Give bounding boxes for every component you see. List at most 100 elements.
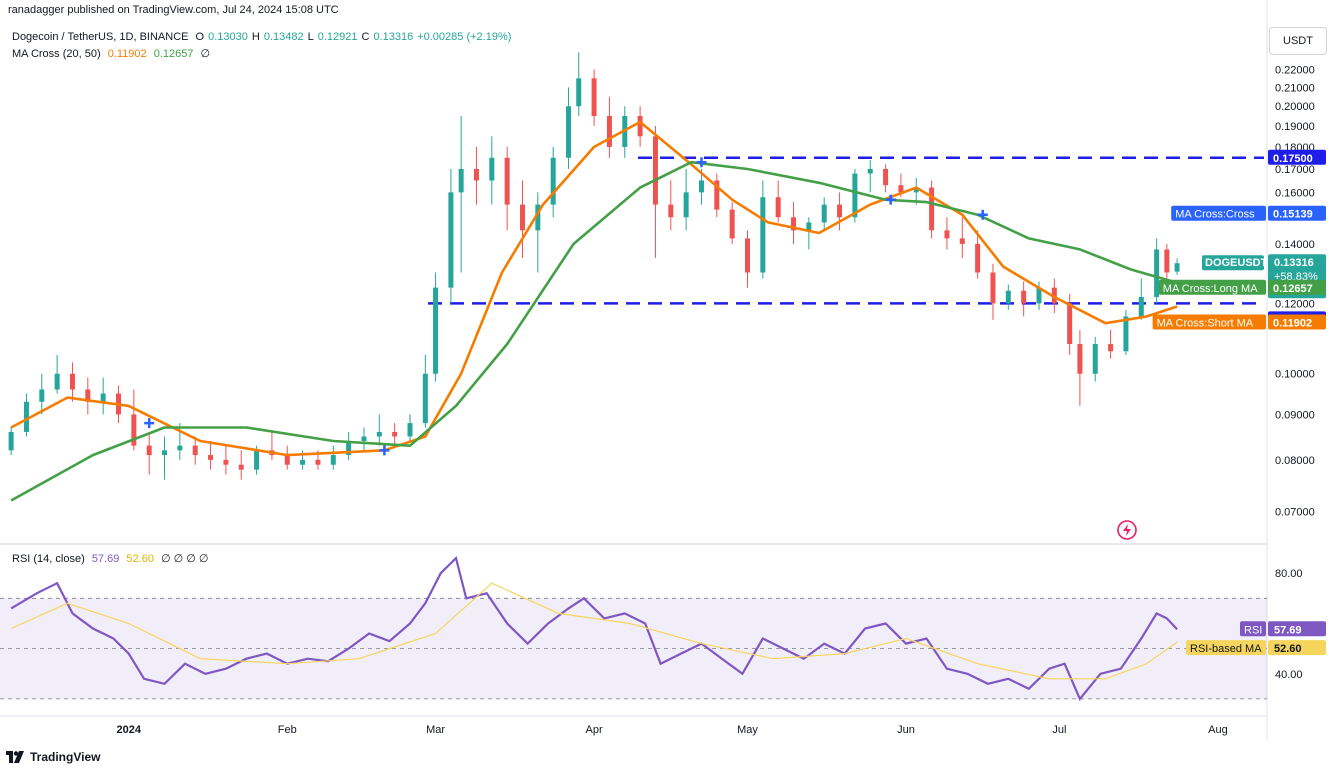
price-tag-text: 0.17500 [1273,153,1313,165]
ma-cross-name: MA Cross (20, 50) [12,48,101,60]
price-tick-label: 0.14000 [1275,239,1315,251]
candle-body [330,455,336,465]
candle-body [376,431,382,437]
rsi-name-tag-text: RSI-based MA [1190,643,1262,655]
price-tick-label: 0.09000 [1275,409,1315,421]
time-tick-label: Apr [586,724,603,736]
time-axis-ticks: 2024 Feb Mar Apr May Jun Jul Aug [116,724,1227,736]
candle-body [990,272,996,304]
candle-body [100,393,106,402]
price-tag [1268,311,1326,327]
candle-body [448,192,454,288]
price-tag [1268,279,1326,295]
symbol-legend: Dogecoin / TetherUS, 1D, BINANCE O 0.1303… [12,31,519,43]
candles [8,52,1180,480]
candle-body [346,441,352,456]
candle-body [458,168,464,193]
candle-body [116,393,122,415]
candle-body [683,192,689,218]
cross-markers [144,157,988,456]
candle-body [622,116,628,147]
candle-body [637,116,643,137]
rsi-name: RSI (14, close) [12,553,85,565]
price-tick-label: 0.07000 [1275,506,1315,518]
rsi-ma-line [10,582,1178,680]
candle-body [867,168,873,174]
price-name-tag-text: MA Cross:Cross [1175,209,1255,221]
long-ma-line [10,160,1178,502]
candle-body [1154,249,1160,298]
last-price-tag [1268,254,1326,299]
candle-body [760,197,766,273]
candle-body [929,187,935,231]
candle-body [975,243,981,273]
time-tick-label: Jun [897,724,915,736]
candle-body [315,459,321,465]
price-tick-label: 0.16000 [1275,187,1315,199]
candle-body [223,459,229,465]
price-axis-ticks: 0.22000 0.21000 0.20000 0.19000 0.18000 0.170… [1275,64,1315,680]
cross-marker [885,194,896,205]
price-tag-text: 0.15139 [1273,209,1313,221]
rsi-lines [10,555,1178,701]
cross-marker [977,209,988,220]
candle-body [85,389,91,402]
last-price-countdown: 08:51:53 [1274,285,1317,297]
candle-body [791,217,797,231]
cross-marker [379,445,390,456]
candle-body [1077,344,1083,374]
currency-button[interactable]: USDT [1269,27,1327,55]
rsi-extra: ∅ ∅ ∅ ∅ [161,553,209,565]
candle-body [269,450,275,456]
price-tick-label: 0.19000 [1275,121,1315,133]
candle-body [131,414,137,446]
candle-body [1092,344,1098,374]
candle-body [8,431,14,451]
rsi-band [0,597,1267,700]
rsi-tick-label: 80.00 [1275,568,1303,580]
rsi-tag [1268,640,1326,656]
ma-long-value: 0.12657 [153,48,194,60]
tradingview-brand: TradingView [30,750,101,764]
candle-body [433,287,439,374]
rsi-name-tag-text: RSI [1244,624,1262,636]
candle-body [898,185,904,193]
price-name-tag [1171,205,1266,221]
rsi-legend[interactable]: RSI (14, close) 57.69 52.60 ∅ ∅ ∅ ∅ [12,552,213,565]
candle-body [254,450,260,470]
candle-body [69,373,75,390]
flash-icon[interactable] [1117,520,1137,540]
rsi-name-tag [1240,621,1266,637]
candle-body [284,455,290,465]
rsi-tag-text: 52.60 [1274,643,1302,655]
candle-body [422,373,428,424]
ma-cross-legend[interactable]: MA Cross (20, 50) 0.11902 0.12657 ∅ [12,47,214,60]
time-tick-label: Mar [426,724,445,736]
last-price-change: +58.83% [1274,271,1318,283]
candle-body [1051,287,1057,304]
price-tick-label: 0.22000 [1275,64,1315,76]
candle-body [1067,303,1073,345]
candle-body [566,106,572,158]
symbol-name[interactable]: Dogecoin / TetherUS, 1D, BINANCE [12,31,189,43]
tradingview-logo[interactable]: TradingView [6,750,100,764]
candle-body [1174,263,1180,272]
candle-body [146,445,152,456]
price-tick-label: 0.08000 [1275,455,1315,467]
rsi-band-fill [0,598,1267,699]
candle-body [1108,344,1114,352]
rsi-tag [1268,621,1326,637]
price-tag-text: 0.11902 [1273,318,1312,330]
candle-body [652,136,658,205]
rsi-tick-label: 40.00 [1275,669,1303,681]
rsi-line [10,555,1178,701]
candle-body [489,157,495,181]
price-tag [1268,205,1326,221]
rsi-ma-value: 52.60 [126,553,154,565]
short-ma-line [10,120,1178,457]
candle-body [39,389,45,402]
candle-body [1036,287,1042,304]
price-tick-label: 0.20000 [1275,101,1315,113]
candle-body [1138,297,1144,317]
